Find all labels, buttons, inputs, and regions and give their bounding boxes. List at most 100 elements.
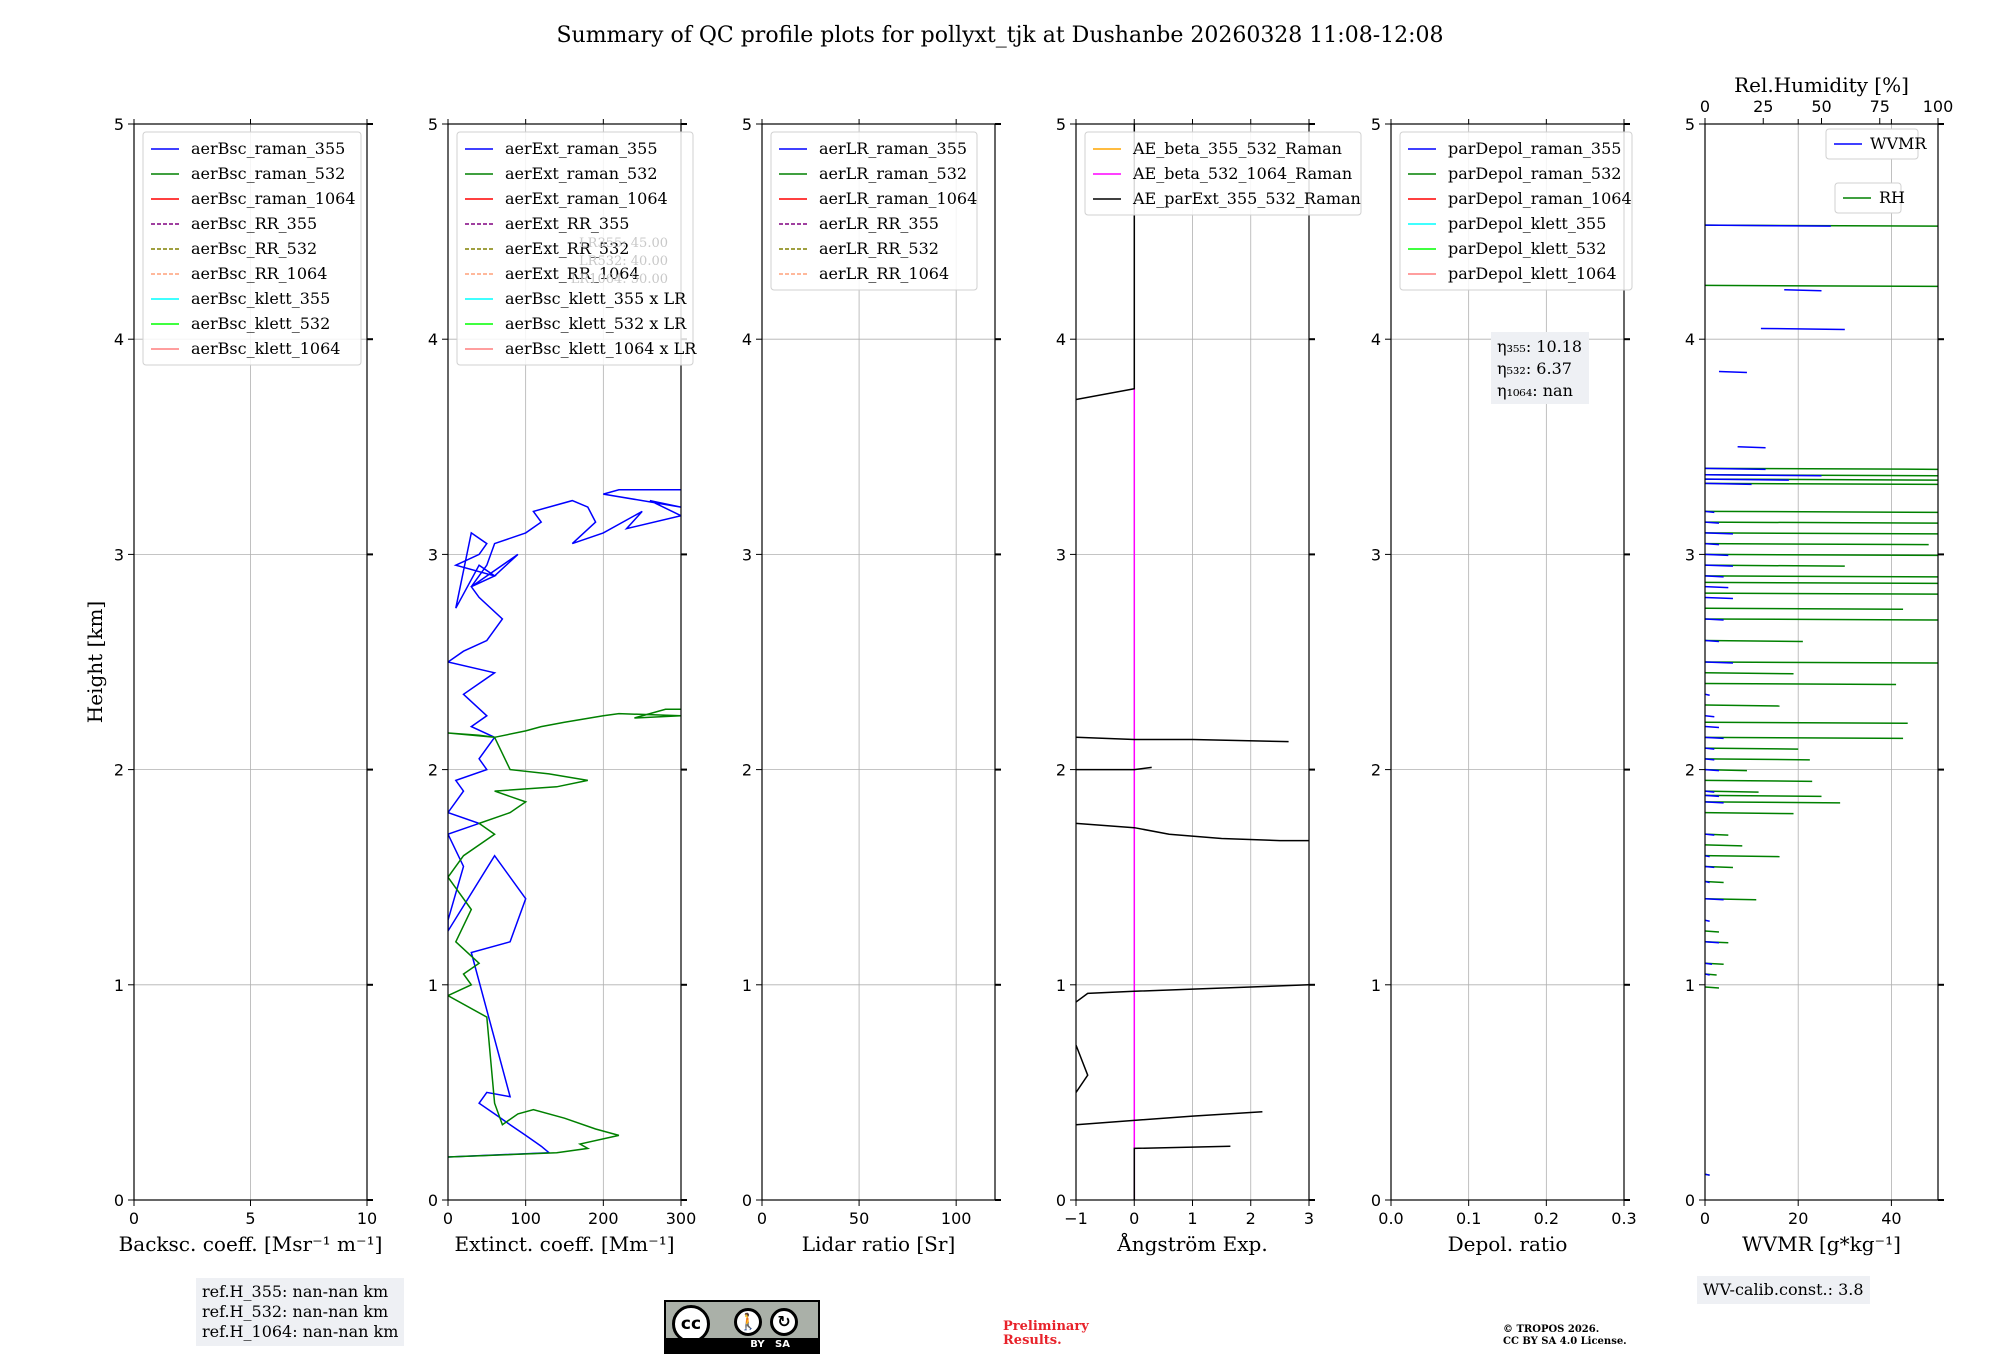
- sa-icon: ↻: [770, 1308, 798, 1336]
- series-segment-WVMR: [1718, 370, 1747, 374]
- y-tick-label: 3: [114, 545, 124, 564]
- series-segment-RH: [1705, 607, 1904, 610]
- y-tick-label: 2: [114, 761, 124, 780]
- top-x-tick-label: 75: [1870, 97, 1890, 116]
- y-tick-label: 5: [1056, 115, 1066, 134]
- x-axis-label: Ångström Exp.: [1116, 1231, 1267, 1256]
- x-tick-label: 20: [1788, 1209, 1808, 1228]
- legend-label: aerBsc_RR_532: [191, 239, 317, 258]
- legend-label: parDepol_raman_532: [1448, 164, 1621, 183]
- x-tick-label: 1: [1187, 1209, 1197, 1228]
- y-tick-label: 5: [1685, 115, 1695, 134]
- legend-label: AE_parExt_355_532_Raman: [1132, 189, 1361, 208]
- y-tick-label: 3: [1371, 545, 1381, 564]
- x-tick-label: 100: [510, 1209, 541, 1228]
- legend-box: [770, 131, 978, 291]
- series-segment-WVMR: [1705, 758, 1715, 761]
- y-tick-label: 1: [114, 976, 124, 995]
- legend-label: AE_beta_355_532_Raman: [1132, 139, 1342, 158]
- lr-annotation: LR532: 40.00: [579, 254, 668, 269]
- series-segment-WVMR: [1737, 446, 1766, 449]
- top-x-tick-label: 100: [1923, 97, 1954, 116]
- plot-area-ext: [448, 489, 681, 1158]
- series-segment-WVMR: [1705, 715, 1715, 718]
- preliminary-note: Preliminary Results.: [1003, 1320, 1089, 1348]
- series-segment-WVMR: [1705, 790, 1715, 793]
- y-tick-label: 1: [1371, 976, 1381, 995]
- y-tick-label: 4: [1056, 330, 1066, 349]
- panel-depol: 0.0 0.1 0.2 0.3 0 1 2 3 4 5 Depol. ratio parDepol_r…: [1371, 115, 1637, 1256]
- series-segment-WVMR: [1705, 467, 1766, 471]
- x-tick-label: 10: [357, 1209, 377, 1228]
- series-segment-RH: [1705, 672, 1794, 675]
- series-segment-WVMR: [1705, 474, 1822, 477]
- y-tick-label: 4: [114, 330, 124, 349]
- top-x-tick-label: 0: [1700, 97, 1710, 116]
- cc-badge-text: BY SA: [666, 1338, 818, 1352]
- legend-label: aerExt_raman_1064: [505, 189, 668, 208]
- panel-ext: 0 100 200 300 0 1 2 3 4 5 Extinct. coeff. [Mm⁻¹] ae…: [428, 115, 697, 1256]
- y-tick-label: 1: [1685, 976, 1695, 995]
- ref-h-1064: ref.H_1064: nan-nan km: [202, 1322, 399, 1341]
- copyright-note: © TROPOS 2026. CC BY SA 4.0 License.: [1503, 1324, 1627, 1348]
- x-tick-label: 0: [443, 1209, 453, 1228]
- y-tick-label: 4: [428, 330, 438, 349]
- legend-label: aerBsc_klett_532: [191, 314, 330, 333]
- series-segment-RH: [1705, 553, 1938, 557]
- ref-h-355: ref.H_355: nan-nan km: [202, 1282, 389, 1301]
- y-tick-label: 2: [1371, 761, 1381, 780]
- series-segment-WVMR: [1705, 482, 1752, 486]
- y-tick-label: 0: [1685, 1191, 1695, 1210]
- plot-area-ae: [1076, 124, 1309, 1200]
- legend-box: [142, 131, 362, 366]
- axes-frame: [1390, 123, 1625, 1201]
- series-segment-RH: [1705, 747, 1799, 750]
- x-tick-label: 0: [129, 1209, 139, 1228]
- series-segment-WVMR: [1760, 327, 1845, 331]
- copyright-line-2: CC BY SA 4.0 License.: [1503, 1336, 1627, 1347]
- legend-label: aerLR_raman_1064: [819, 189, 977, 208]
- y-axis-label: Height [km]: [83, 601, 107, 723]
- legend-label: aerBsc_RR_1064: [191, 264, 327, 283]
- series-segment-WVMR: [1705, 865, 1715, 869]
- x-tick-label: −1: [1064, 1209, 1088, 1228]
- series-segment-RH: [1705, 704, 1780, 707]
- series-segment-WVMR: [1705, 575, 1724, 578]
- y-tick-label: 3: [428, 545, 438, 564]
- series-segment-RH: [1705, 521, 1938, 524]
- series-segment-WVMR: [1705, 941, 1720, 944]
- x-axis-label: Extinct. coeff. [Mm⁻¹]: [454, 1232, 674, 1256]
- y-tick-label: 2: [1685, 761, 1695, 780]
- legend-label: parDepol_raman_1064: [1448, 189, 1632, 208]
- series-segment-WVMR: [1705, 224, 1831, 227]
- plot-area-wv: [1705, 224, 1938, 1176]
- legend-label: aerBsc_klett_355: [191, 289, 330, 308]
- series-segment-RH: [1705, 618, 1938, 621]
- series-line-aerExt_raman_532: [448, 708, 681, 1158]
- x-tick-label: 0.3: [1611, 1209, 1636, 1228]
- y-tick-label: 0: [428, 1191, 438, 1210]
- legend-label: aerLR_RR_1064: [819, 264, 949, 283]
- wv-calib-note: WV-calib.const.: 3.8: [1697, 1276, 1870, 1304]
- y-tick-label: 1: [742, 976, 752, 995]
- series-segment-WVMR: [1705, 794, 1720, 798]
- eta-annotation: η₅₃₂: 6.37: [1497, 359, 1572, 378]
- series-segment-RH: [1705, 758, 1810, 761]
- series-segment-WVMR: [1705, 725, 1720, 729]
- series-segment-WVMR: [1705, 564, 1733, 567]
- series-segment-RH: [1705, 639, 1803, 643]
- top-x-tick-label: 25: [1753, 97, 1773, 116]
- legend-box: [1399, 131, 1633, 291]
- legend-label: aerBsc_raman_1064: [191, 189, 356, 208]
- y-tick-label: 0: [1056, 1191, 1066, 1210]
- y-tick-label: 3: [742, 545, 752, 564]
- y-tick-label: 5: [742, 115, 752, 134]
- legend-label: aerExt_RR_1064: [505, 264, 640, 283]
- series-segment-WVMR: [1705, 585, 1729, 589]
- y-tick-label: 4: [742, 330, 752, 349]
- y-tick-label: 5: [114, 115, 124, 134]
- series-segment-WVMR: [1705, 768, 1720, 772]
- y-tick-label: 0: [1371, 1191, 1381, 1210]
- series-segment-WVMR: [1705, 973, 1710, 976]
